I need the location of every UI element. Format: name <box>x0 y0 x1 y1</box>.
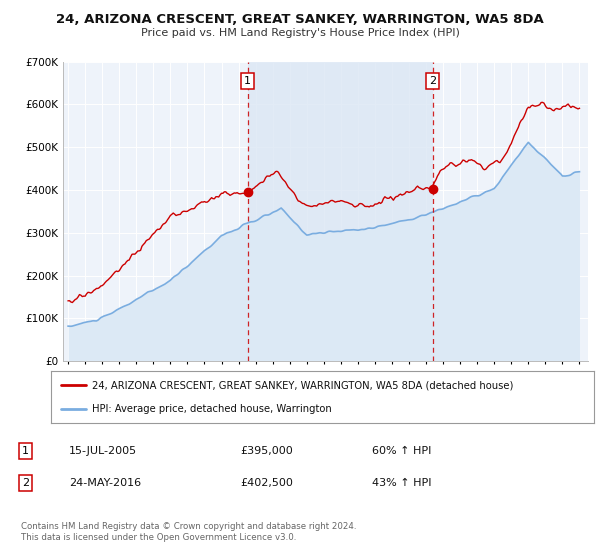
Text: £402,500: £402,500 <box>240 478 293 488</box>
Text: 1: 1 <box>22 446 29 456</box>
Text: 2: 2 <box>22 478 29 488</box>
Text: 24-MAY-2016: 24-MAY-2016 <box>69 478 141 488</box>
Text: 43% ↑ HPI: 43% ↑ HPI <box>372 478 431 488</box>
Text: 15-JUL-2005: 15-JUL-2005 <box>69 446 137 456</box>
Text: 1: 1 <box>244 76 251 86</box>
Text: 2: 2 <box>429 76 436 86</box>
Text: HPI: Average price, detached house, Warrington: HPI: Average price, detached house, Warr… <box>92 404 331 414</box>
Text: £395,000: £395,000 <box>240 446 293 456</box>
Text: 24, ARIZONA CRESCENT, GREAT SANKEY, WARRINGTON, WA5 8DA (detached house): 24, ARIZONA CRESCENT, GREAT SANKEY, WARR… <box>92 380 513 390</box>
Text: 60% ↑ HPI: 60% ↑ HPI <box>372 446 431 456</box>
Bar <box>248 62 433 361</box>
Text: 24, ARIZONA CRESCENT, GREAT SANKEY, WARRINGTON, WA5 8DA: 24, ARIZONA CRESCENT, GREAT SANKEY, WARR… <box>56 13 544 26</box>
Text: This data is licensed under the Open Government Licence v3.0.: This data is licensed under the Open Gov… <box>21 533 296 542</box>
Text: Contains HM Land Registry data © Crown copyright and database right 2024.: Contains HM Land Registry data © Crown c… <box>21 522 356 531</box>
Text: Price paid vs. HM Land Registry's House Price Index (HPI): Price paid vs. HM Land Registry's House … <box>140 28 460 38</box>
